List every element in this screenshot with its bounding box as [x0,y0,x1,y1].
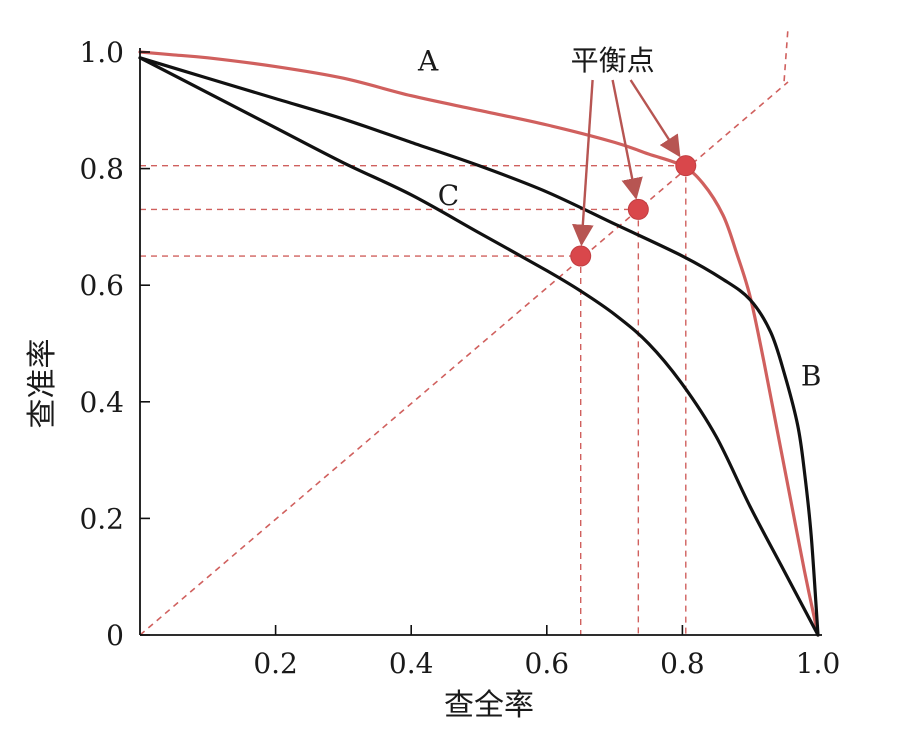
y-tick-label-6: 1.0 [79,36,124,69]
x-tick-label-3: 0.6 [525,647,570,680]
annotation-arrow-3 [629,79,681,158]
annotation-arrow-2 [611,79,643,200]
x-tick-label-4: 0.8 [660,647,705,680]
x-tick-label-5: 1.0 [796,647,841,680]
break-even-point-3 [675,155,697,177]
curve-label-a: A [417,45,439,78]
break-even-point-1 [570,245,592,267]
curve-label-c: C [438,179,459,212]
curve-a [138,50,820,637]
y-tick-label-2: 0.2 [79,502,124,535]
y-tick-label-5: 0.8 [79,153,124,186]
y-axis-title: 查准率 [25,339,60,429]
curve-b [138,56,820,637]
y-tick-label-4: 0.6 [79,269,124,302]
break-even-annotation: 平衡点 [571,44,655,77]
curve-c [138,56,820,637]
diagonal-line-extension [783,27,789,82]
y-tick-label-1: 0 [106,619,124,652]
annotation-arrow-1 [572,79,594,247]
y-tick-label-3: 0.4 [79,386,124,419]
break-even-point-2 [627,198,649,220]
curve-label-b: B [801,360,822,393]
x-axis-title: 查全率 [444,688,534,723]
x-tick-label-1: 0.2 [253,647,298,680]
x-tick-label-2: 0.4 [389,647,434,680]
